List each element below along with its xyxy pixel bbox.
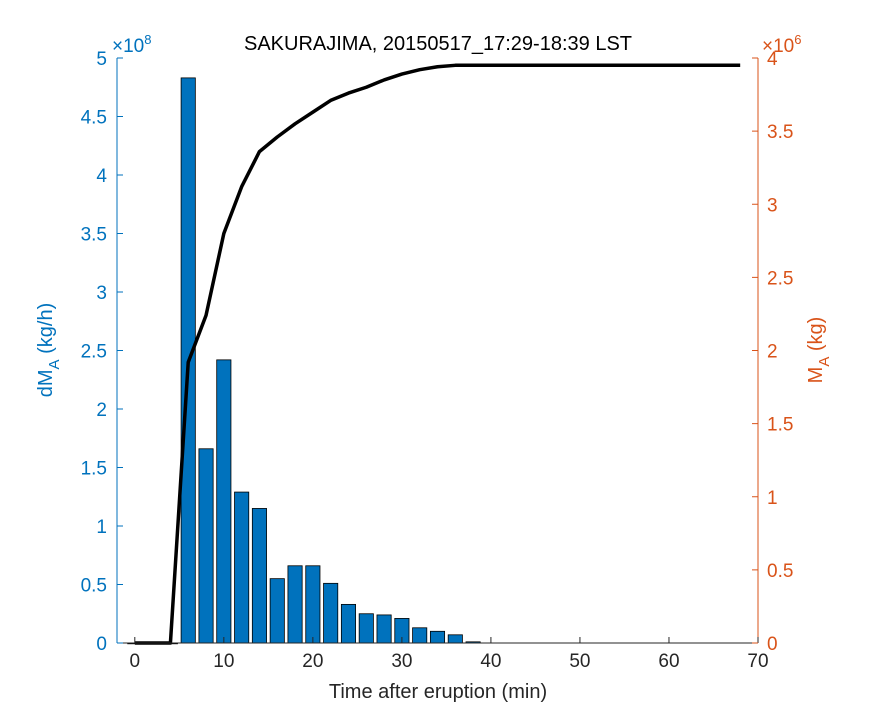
left-axis-label-unit: (kg/h) bbox=[35, 303, 57, 360]
left-tick-label: 5 bbox=[96, 49, 107, 70]
bar bbox=[429, 630, 446, 644]
left-tick-label: 3 bbox=[96, 283, 107, 304]
right-tick-label: 4 bbox=[767, 49, 778, 70]
x-tick-label: 10 bbox=[213, 651, 234, 672]
left-axis-label-sub: A bbox=[46, 359, 63, 369]
bar bbox=[358, 613, 374, 644]
left-tick-label: 0 bbox=[96, 634, 107, 655]
x-tick-label: 50 bbox=[569, 651, 590, 672]
right-axis-ticks: 0 0.5 1 1.5 2 2.5 3 3.5 4 bbox=[752, 49, 793, 655]
right-tick-label: 1 bbox=[767, 488, 778, 509]
left-axis-ticks: 0 0.5 1 1.5 2 2.5 3 3.5 4 4.5 5 bbox=[81, 49, 123, 655]
left-tick-label: 2.5 bbox=[81, 342, 107, 363]
left-axis-exponent: ×108 bbox=[112, 32, 151, 57]
cumulative-mass-line bbox=[134, 63, 741, 645]
bar bbox=[216, 359, 232, 644]
right-tick-label: 0.5 bbox=[767, 561, 793, 582]
bar bbox=[447, 634, 463, 644]
right-tick-label: 2.5 bbox=[767, 268, 793, 289]
x-tick-label: 70 bbox=[747, 651, 768, 672]
right-tick-label: 3.5 bbox=[767, 122, 793, 143]
x-tick-label: 0 bbox=[130, 651, 141, 672]
right-tick-label: 2 bbox=[767, 342, 778, 363]
bar bbox=[251, 508, 267, 644]
right-axis-label-unit: (kg) bbox=[805, 317, 827, 357]
bar bbox=[305, 565, 321, 644]
x-tick-label: 30 bbox=[391, 651, 412, 672]
right-tick-label: 3 bbox=[767, 195, 778, 216]
x-tick-label: 40 bbox=[480, 651, 501, 672]
x-axis-label: Time after eruption (min) bbox=[329, 681, 547, 703]
left-axis-exponent-power: 8 bbox=[144, 32, 151, 47]
right-tick-label: 0 bbox=[767, 634, 778, 655]
left-tick-label: 4.5 bbox=[81, 108, 107, 129]
bar bbox=[269, 578, 285, 644]
line-layer bbox=[134, 63, 741, 645]
right-axis-label: MA (kg) bbox=[805, 317, 833, 384]
chart-title: SAKURAJIMA, 20150517_17:29-18:39 LST bbox=[244, 33, 632, 55]
left-axis-label: dMA (kg/h) bbox=[35, 303, 63, 398]
left-tick-label: 4 bbox=[96, 166, 107, 187]
bars-layer bbox=[127, 77, 481, 645]
right-tick-label: 1.5 bbox=[767, 415, 793, 436]
right-axis-exponent: ×106 bbox=[762, 32, 801, 57]
left-tick-label: 1.5 bbox=[81, 459, 107, 480]
bar bbox=[376, 614, 392, 644]
bar bbox=[234, 491, 250, 644]
bar bbox=[340, 603, 356, 644]
x-tick-label: 20 bbox=[302, 651, 323, 672]
left-tick-label: 0.5 bbox=[81, 576, 107, 597]
bar bbox=[412, 627, 428, 644]
bar bbox=[287, 565, 303, 644]
bar bbox=[323, 582, 339, 644]
x-tick-label: 60 bbox=[658, 651, 679, 672]
left-tick-label: 1 bbox=[96, 517, 107, 538]
right-axis-exponent-power: 6 bbox=[794, 32, 801, 47]
x-ticks: 0 10 20 30 40 50 60 70 bbox=[130, 637, 769, 672]
bar bbox=[198, 448, 214, 644]
left-tick-label: 2 bbox=[96, 400, 107, 421]
left-tick-label: 3.5 bbox=[81, 225, 107, 246]
right-axis-label-sub: A bbox=[816, 357, 833, 367]
